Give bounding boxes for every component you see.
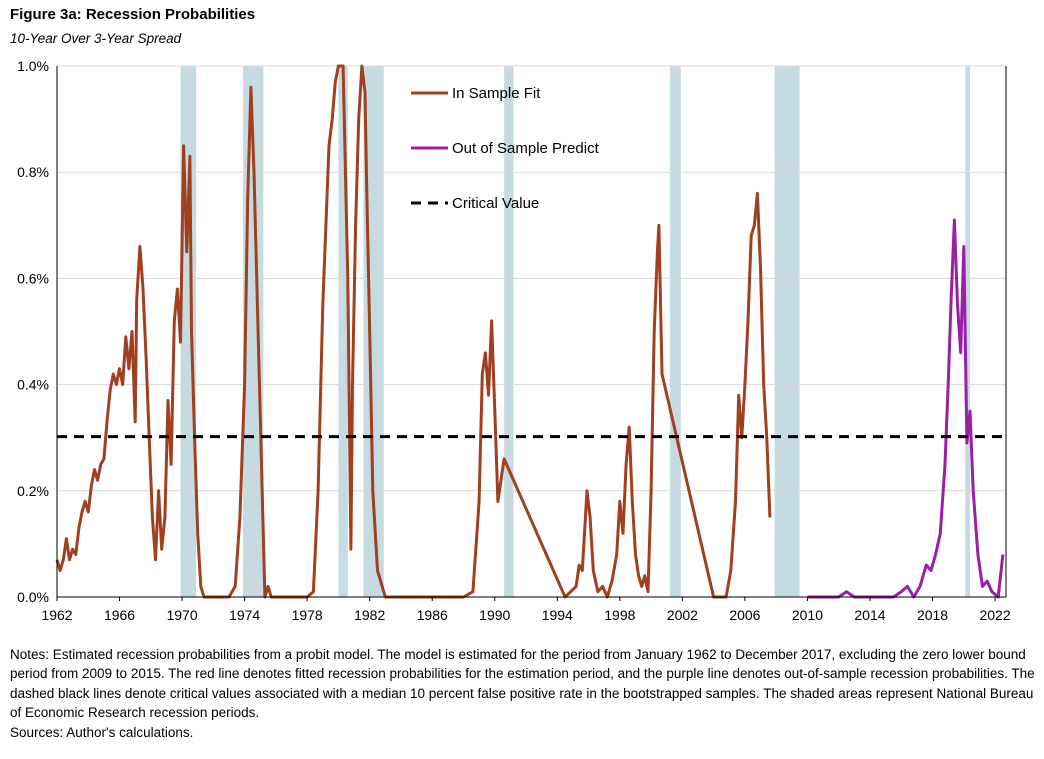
x-tick-label: 1990 [479, 607, 510, 623]
out-of-sample-line [807, 218, 1005, 599]
chart-title: Figure 3a: Recession Probabilities [10, 6, 256, 23]
series-lines [55, 64, 1006, 599]
legend-critical-value-label: Critical Value [452, 195, 539, 212]
x-tick-label: 1986 [417, 607, 448, 623]
y-tick-label: 0.2% [17, 483, 49, 499]
x-tick-label: 1998 [604, 607, 635, 623]
sources-text: Sources: Author's calculations. [10, 724, 194, 740]
chart: 0.0% 0.2% 0.4% 0.6% 0.8% 1.0% 1962 1966 1970 1974… [17, 58, 1011, 623]
x-tick-label: 1994 [542, 607, 573, 623]
recession-band [669, 66, 681, 597]
chart-subtitle: 10-Year Over 3-Year Spread [10, 31, 182, 46]
x-tick-label: 2002 [667, 607, 698, 623]
gridlines [57, 65, 1006, 492]
recession-band [965, 66, 971, 597]
x-tick-label: 1974 [229, 607, 260, 623]
x-tick-label: 1978 [292, 607, 323, 623]
x-tick-label: 1982 [354, 607, 385, 623]
legend-in-sample-label: In Sample Fit [452, 85, 541, 102]
y-tick-label: 0.8% [17, 164, 49, 180]
notes-block: Notes: Estimated recession probabilities… [10, 645, 1036, 742]
legend: In Sample Fit Out of Sample Predict Critic… [411, 85, 600, 212]
x-tick-label: 1962 [41, 607, 72, 623]
y-tick-label: 1.0% [17, 58, 49, 74]
recession-band [504, 66, 514, 597]
notes-text: Notes: Estimated recession probabilities… [10, 647, 1035, 721]
y-tick-label: 0.6% [17, 270, 49, 286]
recession-band [774, 66, 800, 597]
x-tick-label: 2010 [792, 607, 823, 623]
x-tick-label: 2018 [917, 607, 948, 623]
x-tick-label: 1970 [166, 607, 197, 623]
recession-band [363, 66, 384, 597]
recession-band [338, 66, 348, 597]
x-tick-label: 2006 [729, 607, 760, 623]
legend-out-of-sample-label: Out of Sample Predict [452, 140, 600, 157]
axes: 0.0% 0.2% 0.4% 0.6% 0.8% 1.0% 1962 1966 1970 1974… [17, 58, 1011, 623]
x-tick-label: 2022 [979, 607, 1010, 623]
y-tick-label: 0.4% [17, 377, 49, 393]
y-tick-label: 0.0% [17, 589, 49, 605]
x-tick-label: 1966 [104, 607, 135, 623]
x-tick-label: 2014 [854, 607, 885, 623]
in-sample-fit-line [55, 64, 772, 599]
